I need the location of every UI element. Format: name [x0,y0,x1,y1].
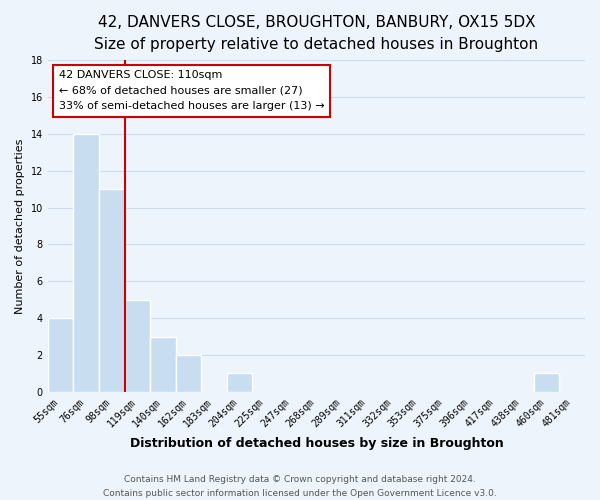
Bar [176,355,201,392]
Text: Contains HM Land Registry data © Crown copyright and database right 2024.
Contai: Contains HM Land Registry data © Crown c… [103,476,497,498]
X-axis label: Distribution of detached houses by size in Broughton: Distribution of detached houses by size … [130,437,503,450]
Bar [125,300,150,392]
Bar [73,134,99,392]
Bar [227,374,253,392]
Bar [48,318,73,392]
Text: 42 DANVERS CLOSE: 110sqm
← 68% of detached houses are smaller (27)
33% of semi-d: 42 DANVERS CLOSE: 110sqm ← 68% of detach… [59,70,324,112]
Y-axis label: Number of detached properties: Number of detached properties [15,138,25,314]
Bar [150,336,176,392]
Bar [534,374,559,392]
Title: 42, DANVERS CLOSE, BROUGHTON, BANBURY, OX15 5DX
Size of property relative to det: 42, DANVERS CLOSE, BROUGHTON, BANBURY, O… [94,15,538,52]
Bar [99,189,125,392]
